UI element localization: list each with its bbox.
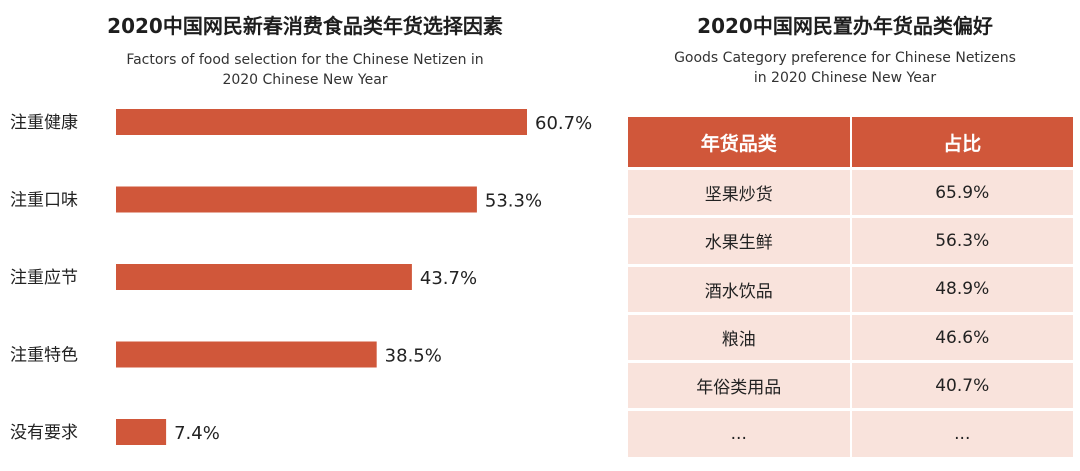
category-label: 没有要求 bbox=[10, 423, 78, 443]
share-cell: 40.7% bbox=[850, 360, 1073, 410]
category-cell: 水果生鲜 bbox=[628, 215, 852, 266]
category-preference-table: 年货品类 占比 坚果炒货 65.9% 水果生鲜 56.3% 酒水饮品 48.9%… bbox=[628, 117, 1073, 457]
category-label: 注重应节 bbox=[10, 268, 78, 288]
table-subtitle-line-1: Goods Category preference for Chinese Ne… bbox=[674, 50, 1016, 66]
share-cell: 56.3% bbox=[850, 215, 1073, 266]
share-cell: 65.9% bbox=[850, 166, 1073, 217]
table-row: 酒水饮品 48.9% bbox=[628, 263, 1073, 314]
table-title: 2020中国网民置办年货品类偏好 bbox=[697, 14, 993, 38]
chart-subtitle-line-2: 2020 Chinese New Year bbox=[222, 72, 388, 88]
bar bbox=[116, 419, 167, 445]
table-subtitle: Goods Category preference for Chinese Ne… bbox=[610, 48, 1080, 88]
share-cell: 48.9% bbox=[850, 263, 1073, 314]
category-cell: 年俗类用品 bbox=[628, 360, 852, 410]
chart-subtitle: Factors of food selection for the Chines… bbox=[0, 50, 610, 90]
table-row: 粮油 46.6% bbox=[628, 311, 1073, 362]
food-selection-chart: 2020中国网民新春消费食品类年货选择因素 Factors of food se… bbox=[0, 14, 610, 445]
table-header-row: 年货品类 占比 bbox=[628, 117, 1073, 169]
column-header-share: 占比 bbox=[850, 117, 1073, 169]
value-label: 7.4% bbox=[174, 423, 220, 444]
bar bbox=[116, 341, 377, 368]
category-cell: 酒水饮品 bbox=[628, 263, 852, 314]
table-row: 水果生鲜 56.3% bbox=[628, 215, 1073, 266]
table-subtitle-line-2: in 2020 Chinese New Year bbox=[753, 70, 937, 86]
chart-subtitle-line-1: Factors of food selection for the Chines… bbox=[126, 52, 484, 68]
category-cell: 坚果炒货 bbox=[628, 166, 852, 217]
table-row: 年俗类用品 40.7% bbox=[628, 360, 1073, 410]
category-label: 注重特色 bbox=[10, 346, 78, 366]
value-label: 38.5% bbox=[385, 346, 442, 367]
chart-title: 2020中国网民新春消费食品类年货选择因素 bbox=[107, 14, 503, 38]
value-label: 53.3% bbox=[485, 191, 542, 212]
column-header-category: 年货品类 bbox=[628, 117, 852, 169]
bar-chart-plot: 注重健康 60.7% 注重口味 53.3% 注重应节 43.7% 注重特色 38.5% 没有要求… bbox=[10, 109, 592, 445]
table-row: 坚果炒货 65.9% bbox=[628, 166, 1073, 217]
bar bbox=[116, 186, 477, 213]
share-cell: 46.6% bbox=[850, 311, 1073, 362]
category-cell: 粮油 bbox=[628, 311, 852, 362]
bar bbox=[116, 264, 412, 290]
category-cell: ... bbox=[628, 408, 852, 457]
share-cell: ... bbox=[850, 408, 1073, 457]
bar bbox=[116, 109, 527, 135]
category-preference-panel: 2020中国网民置办年货品类偏好 Goods Category preferen… bbox=[610, 0, 1080, 471]
category-label: 注重健康 bbox=[10, 113, 78, 133]
category-label: 注重口味 bbox=[10, 191, 78, 211]
table-row: ... ... bbox=[628, 408, 1073, 457]
value-label: 43.7% bbox=[420, 268, 477, 289]
value-label: 60.7% bbox=[535, 113, 592, 134]
